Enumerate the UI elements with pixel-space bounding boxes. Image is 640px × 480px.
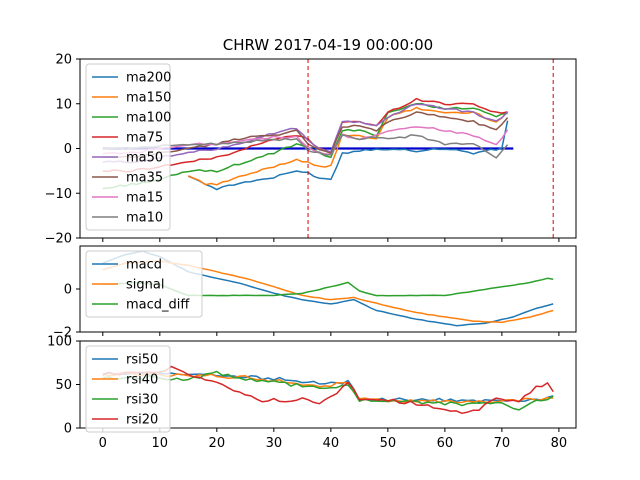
x-tick-label: 70	[494, 436, 511, 451]
legend-label-ma35: ma35	[126, 171, 163, 186]
series-line-rsi40	[102, 371, 554, 404]
legend-label-ma100: ma100	[126, 111, 171, 126]
x-tick-label: 40	[323, 436, 340, 451]
ma-legend: ma200 ma150 ma100 ma75 ma50 ma35 ma15 ma10	[85, 63, 171, 231]
y-tick-label: 50	[55, 378, 72, 393]
macd-legend: macd signal macd_diff	[85, 250, 203, 318]
y-tick-label: 0	[64, 142, 72, 157]
series-line-ma200	[188, 120, 509, 191]
y-tick-label: −2	[53, 326, 72, 341]
chart-title: CHRW 2017-04-19 00:00:00	[223, 36, 433, 54]
legend-label-macd: macd	[126, 258, 162, 273]
legend-label-ma10: ma10	[126, 211, 163, 226]
x-tick-label: 10	[152, 436, 169, 451]
y-tick-label: −20	[45, 232, 72, 247]
legend-label-rsi30: rsi30	[126, 393, 158, 408]
rsi-plot-area	[102, 365, 554, 415]
legend-label-ma50: ma50	[126, 151, 163, 166]
y-tick-label: 10	[55, 97, 72, 112]
legend-label-rsi20: rsi20	[126, 413, 158, 428]
ma-panel: 20100−10−20ma200ma150ma100ma75ma50ma35ma…	[45, 53, 577, 247]
x-tick-label: 20	[209, 436, 226, 451]
x-tick-label: 60	[437, 436, 454, 451]
legend-label-rsi50: rsi50	[126, 353, 158, 368]
series-line-rsi20	[102, 365, 554, 415]
rsi-legend: rsi50 rsi40 rsi30 rsi20	[85, 345, 171, 433]
legend-box	[85, 250, 203, 318]
y-tick-label: 0	[64, 283, 72, 298]
legend-label-ma200: ma200	[126, 71, 171, 86]
y-tick-label: −10	[45, 187, 72, 202]
x-tick-label: 50	[380, 436, 397, 451]
legend-label-signal: signal	[126, 278, 164, 293]
legend-label-rsi40: rsi40	[126, 373, 158, 388]
legend-label-ma15: ma15	[126, 191, 163, 206]
y-tick-label: 100	[47, 335, 72, 350]
x-tick-label: 0	[99, 436, 107, 451]
legend-label-macd_diff: macd_diff	[126, 298, 190, 313]
legend-box	[85, 345, 171, 433]
y-tick-label: 0	[64, 422, 72, 437]
x-tick-label: 30	[266, 436, 283, 451]
legend-label-ma150: ma150	[126, 91, 171, 106]
legend-label-ma75: ma75	[126, 131, 163, 146]
legend-box	[85, 63, 171, 231]
macd-panel: 0 −2 macd signal macd_diff	[53, 245, 577, 341]
series-line-rsi30	[102, 370, 554, 411]
y-tick-label: 20	[55, 53, 72, 68]
x-tick-label: 80	[551, 436, 568, 451]
